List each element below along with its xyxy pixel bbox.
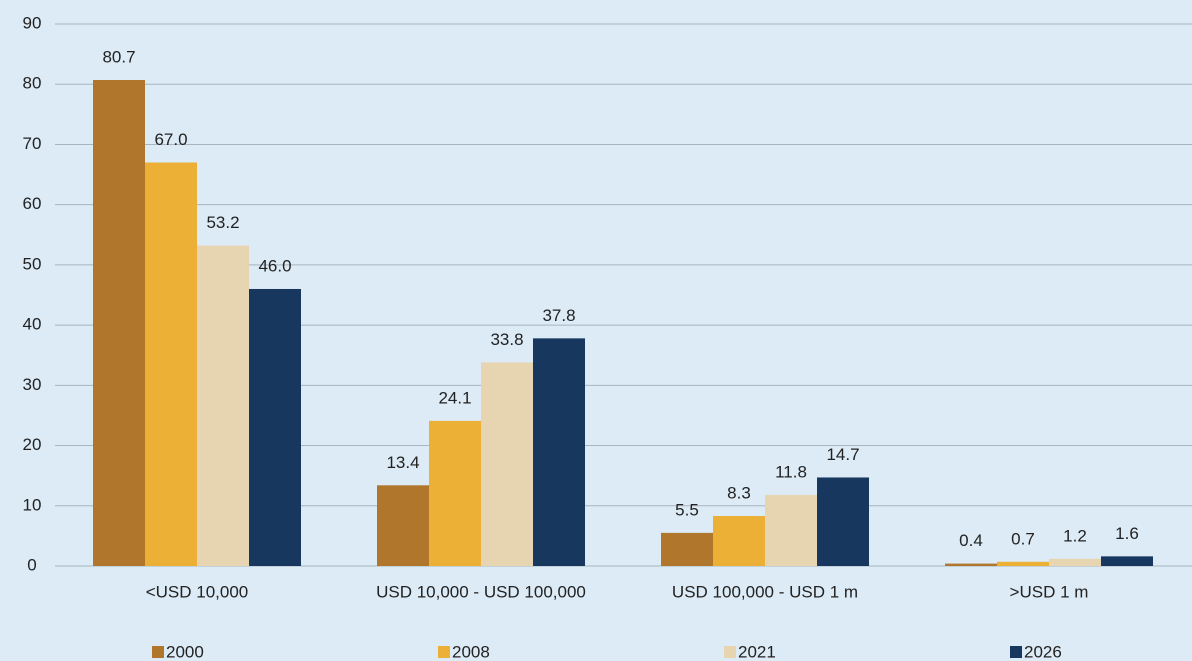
legend-label: 2021 [738,642,776,661]
data-label: 0.4 [959,531,983,550]
data-label: 5.5 [675,500,699,519]
y-tick-label: 60 [23,194,42,213]
data-label: 80.7 [102,47,135,66]
data-label: 11.8 [775,462,807,481]
data-label: 37.8 [542,306,575,325]
x-tick-label: USD 10,000 - USD 100,000 [376,582,586,601]
y-tick-label: 70 [23,134,42,153]
x-tick-label: USD 100,000 - USD 1 m [672,582,858,601]
data-label: 53.2 [206,213,239,232]
data-label: 8.3 [727,483,751,502]
bar [145,162,197,566]
legend-label: 2000 [166,642,204,661]
bar [197,245,249,566]
legend-swatch [1010,646,1022,658]
bar [481,362,533,566]
y-tick-label: 10 [23,495,42,514]
bar [533,338,585,566]
x-tick-label: >USD 1 m [1010,582,1089,601]
legend-swatch [152,646,164,658]
y-tick-label: 30 [23,375,42,394]
bar [1101,556,1153,566]
bar [997,561,1049,566]
bar [713,516,765,566]
bar [93,80,145,567]
y-tick-label: 90 [23,13,42,32]
y-tick-label: 20 [23,435,42,454]
bar [765,494,817,566]
legend-swatch [438,646,450,658]
data-label: 67.0 [154,130,187,149]
data-label: 1.6 [1115,524,1139,543]
y-tick-label: 50 [23,254,42,273]
data-label: 14.7 [826,445,859,464]
data-label: 1.2 [1063,526,1087,545]
bar [249,288,301,566]
bar [945,563,997,566]
x-tick-label: <USD 10,000 [146,582,249,601]
y-tick-label: 0 [27,555,36,574]
data-label: 46.0 [258,256,291,275]
legend-swatch [724,646,736,658]
bar [429,420,481,566]
y-tick-label: 80 [23,74,42,93]
y-tick-label: 40 [23,315,42,334]
bar [817,477,869,566]
data-label: 24.1 [438,388,471,407]
legend-label: 2008 [452,642,490,661]
bar [661,532,713,566]
legend-label: 2026 [1024,642,1062,661]
data-label: 13.4 [386,453,419,472]
bar [377,485,429,566]
data-label: 33.8 [490,330,523,349]
data-label: 0.7 [1011,529,1035,548]
bar [1049,558,1101,566]
